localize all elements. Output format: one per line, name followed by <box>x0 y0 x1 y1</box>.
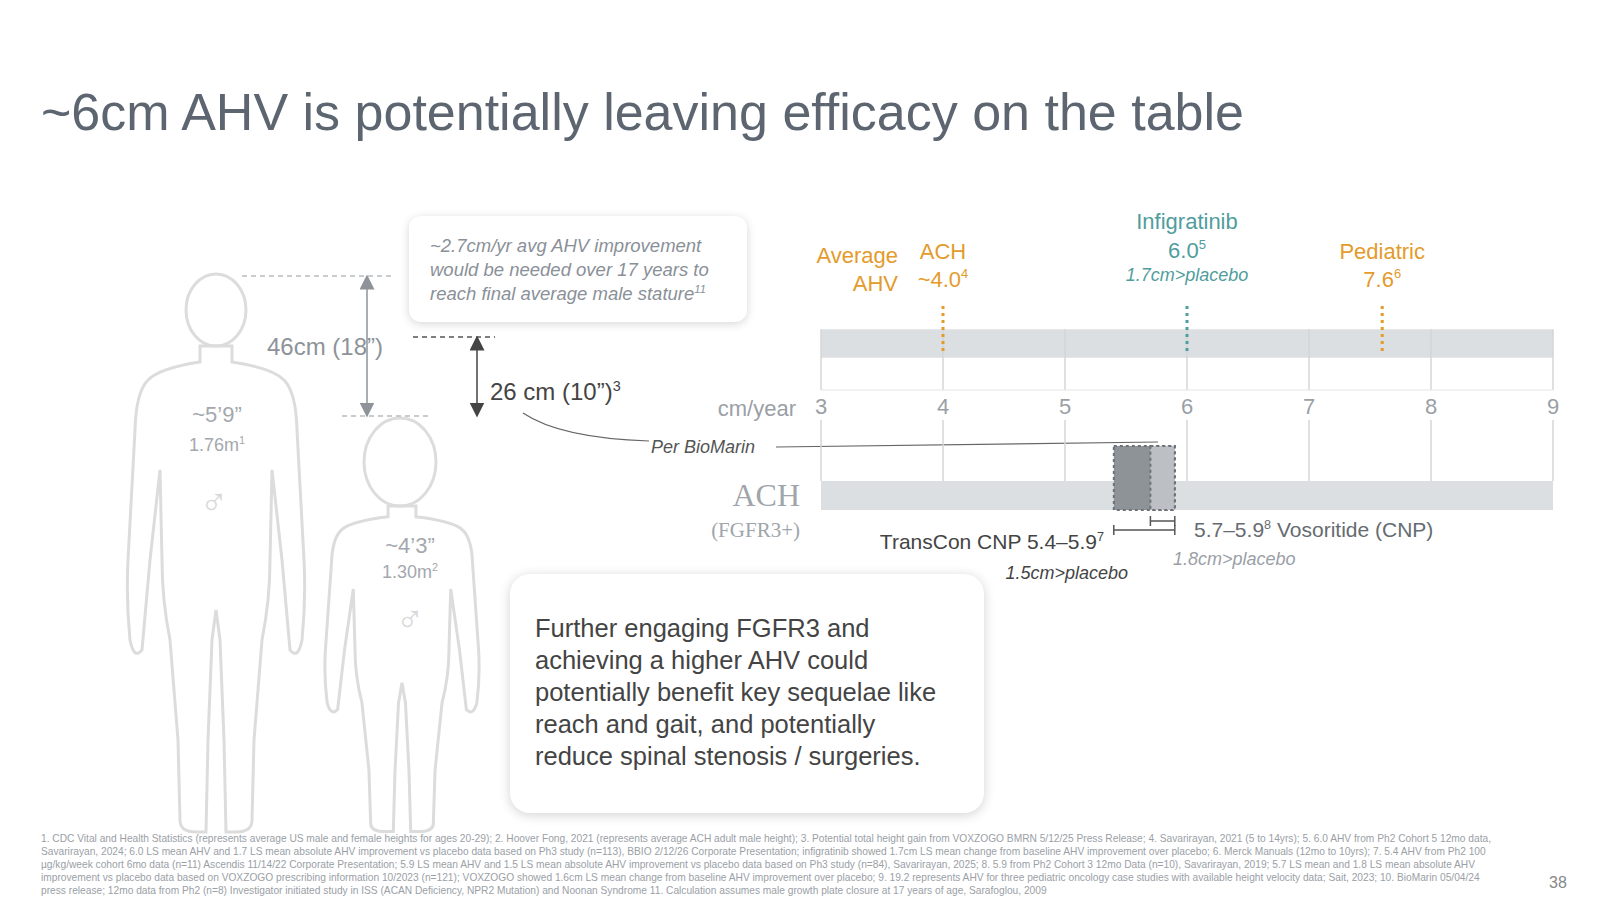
html-text:reach and gait, and potentiall: reach and gait, and potentially <box>535 709 876 738</box>
html-text:26 cm (10”)3: 26 cm (10”)3 <box>490 378 621 405</box>
html-text:46cm (18”): 46cm (18”) <box>267 333 383 360</box>
html-text:cm/year: cm/year <box>717 396 796 421</box>
svg-text:6.05: 6.05 <box>1168 237 1206 263</box>
svg-text:4: 4 <box>937 394 949 419</box>
html-text:1.5cm>placebo: 1.5cm>placebo <box>1005 562 1128 583</box>
html-text:7: 7 <box>1097 530 1104 544</box>
html-text:1.30m2: 1.30m2 <box>382 560 438 582</box>
html-text:reduce spinal stenosis / surge: reduce spinal stenosis / surgeries. <box>535 741 921 770</box>
html-text:~5’9”: ~5’9” <box>192 402 242 427</box>
html-text:1.76m1: 1.76m1 <box>189 433 245 455</box>
html-text:potentially benefit key sequel: potentially benefit key sequelae like <box>535 677 937 706</box>
svg-text:8: 8 <box>1425 394 1437 419</box>
html-text:38: 38 <box>1549 874 1567 891</box>
html-text:8 Vosoritide (CNP): 8 Vosoritide (CNP) <box>1264 518 1434 541</box>
svg-text:3: 3 <box>815 394 827 419</box>
html-text:Further engaging FGFR3 and: Further engaging FGFR3 and <box>535 613 870 642</box>
html-text:1.8cm>placebo: 1.8cm>placebo <box>1173 548 1296 569</box>
svg-text:9: 9 <box>1547 394 1559 419</box>
svg-text:7: 7 <box>1303 394 1315 419</box>
svg-text:7.66: 7.66 <box>1363 266 1401 292</box>
html-text:ACH: ACH <box>732 476 800 513</box>
svg-text:Pediatric: Pediatric <box>1339 239 1425 264</box>
html-text:reach final average male statu: reach final average male stature11 <box>430 282 706 304</box>
svg-text:1.7cm>placebo: 1.7cm>placebo <box>1126 265 1249 285</box>
html-text:5.7–5.9: 5.7–5.9 <box>1194 518 1265 541</box>
svg-text:6: 6 <box>1181 394 1193 419</box>
html-text:achieving a higher AHV could: achieving a higher AHV could <box>535 645 869 674</box>
html-text:TransCon CNP 5.4–5.9: TransCon CNP 5.4–5.9 <box>879 530 1097 553</box>
html-text:1. CDC Vital and Health Statis: 1. CDC Vital and Health Statistics (repr… <box>41 833 1491 896</box>
html-text:~6cm AHV is potentially leavin: ~6cm AHV is potentially leaving efficacy… <box>41 83 1244 141</box>
svg-text:5: 5 <box>1059 394 1071 419</box>
svg-text:Infigratinib: Infigratinib <box>1136 209 1238 234</box>
html-text:Average: Average <box>816 243 898 268</box>
svg-text:ACH: ACH <box>920 239 966 264</box>
html-text:~2.7cm/yr avg AHV improvement: ~2.7cm/yr avg AHV improvement <box>430 235 702 256</box>
html-text:(FGFR3+): (FGFR3+) <box>711 517 800 542</box>
html-text:~4’3”: ~4’3” <box>385 533 435 558</box>
html-text:would be needed over 17 years: would be needed over 17 years to <box>430 259 709 280</box>
html-text:Per BioMarin: Per BioMarin <box>651 436 755 457</box>
svg-text:~4.04: ~4.04 <box>918 266 969 292</box>
html-text:AHV: AHV <box>852 271 898 296</box>
